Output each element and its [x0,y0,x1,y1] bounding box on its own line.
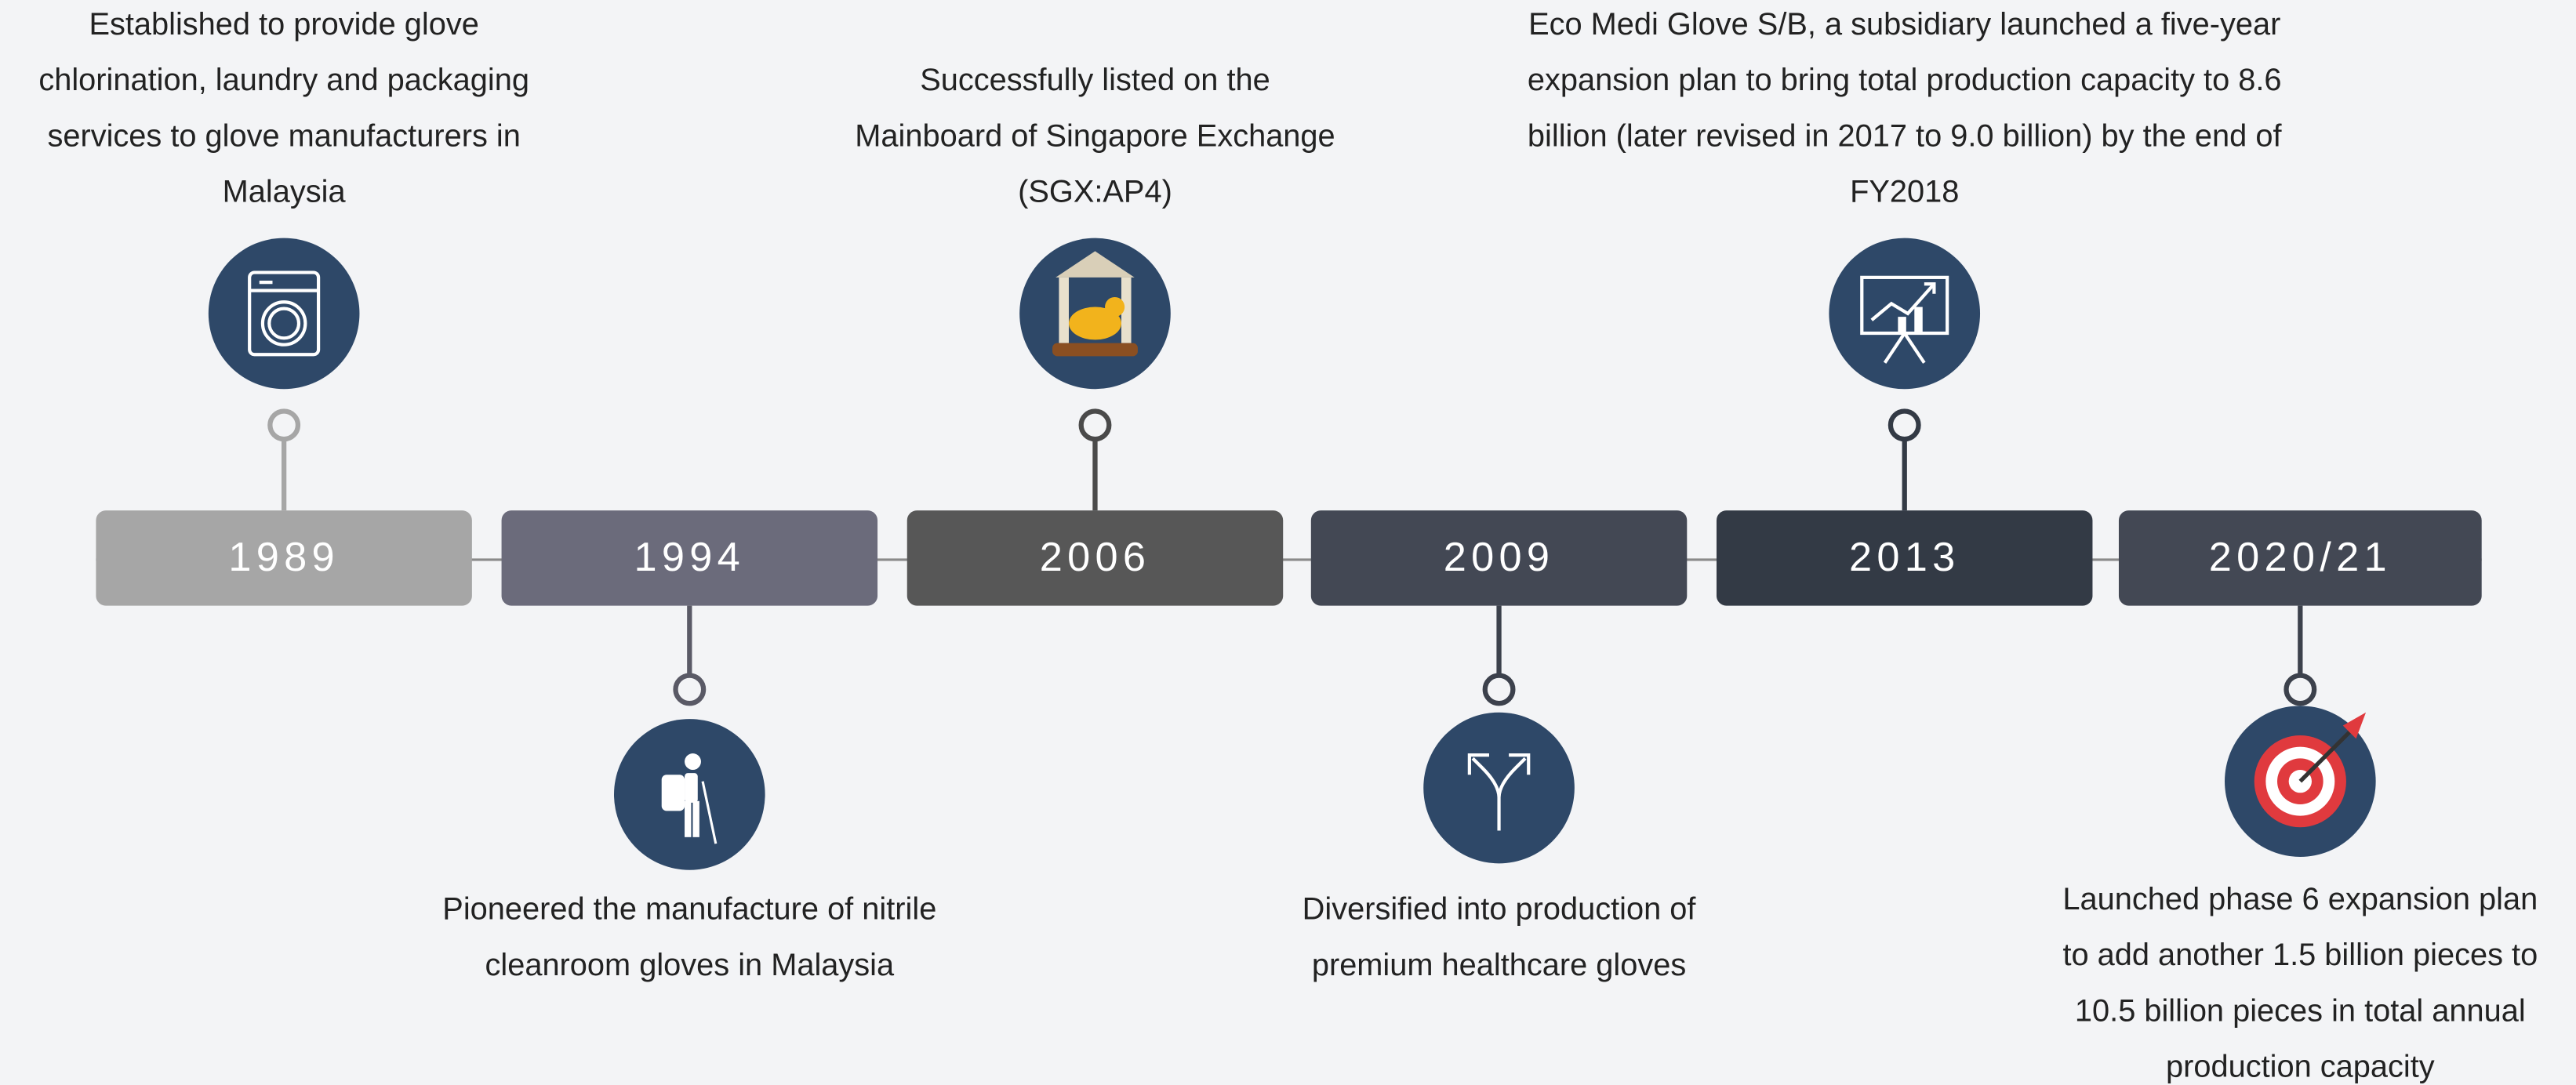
ring [2287,676,2315,704]
description-line: cleanroom gloves in Malaysia [485,948,894,982]
description-line: chlorination, laundry and packaging [38,63,529,97]
ring [1891,411,1919,439]
description-line: (SGX:AP4) [1018,175,1172,209]
icon-circle [1829,238,1980,390]
description-line: Established to provide glove [89,7,478,42]
event: 1989 Established to provide glove chlorina… [38,7,529,606]
year-label: 1989 [228,535,340,580]
description-line: Eco Medi Glove S/B, a subsidiary launche… [1528,7,2280,42]
description-line: to add another 1.5 billion pieces to [2062,938,2538,972]
description-line: Diversified into production of [1303,892,1697,927]
description-line: production capacity [2166,1050,2435,1084]
year-label: 1994 [634,535,746,580]
description-line: Malaysia [223,175,347,209]
event: 1994 Pioneered the manufacture of nitrile… [442,510,936,982]
icon-circle [1423,713,1575,864]
year-label: 2013 [1849,535,1960,580]
icon-circle [209,238,360,390]
page: {"timeline": {"events": [ {"year": "1989… [0,0,2576,1085]
description-line: Successfully listed on the [920,63,1270,97]
description-line: FY2018 [1850,175,1959,209]
timeline: 1989 Established to provide glove chlorina… [0,0,2576,1085]
description-line: 10.5 billion pieces in total annual [2075,993,2526,1028]
description-line: Pioneered the manufacture of nitrile [442,892,936,927]
event: 2009 Diversified into production of premiu… [1303,510,1697,982]
ring [676,676,704,704]
description-line: premium healthcare gloves [1312,948,1686,982]
description-line: expansion plan to bring total production… [1528,63,2282,97]
events: 1989 Established to provide glove chlorina… [38,7,2538,1084]
ring [1081,411,1110,439]
year-label: 2020/21 [2209,535,2392,580]
year-label: 2006 [1040,535,1151,580]
year-label: 2009 [1444,535,1555,580]
ring [270,411,298,439]
description-line: billion (later revised in 2017 to 9.0 bi… [1528,118,2283,153]
description-line: Launched phase 6 expansion plan [2062,882,2538,916]
description-line: services to glove manufacturers in [47,118,520,153]
description-line: Mainboard of Singapore Exchange [855,118,1335,153]
ring [1485,676,1513,704]
